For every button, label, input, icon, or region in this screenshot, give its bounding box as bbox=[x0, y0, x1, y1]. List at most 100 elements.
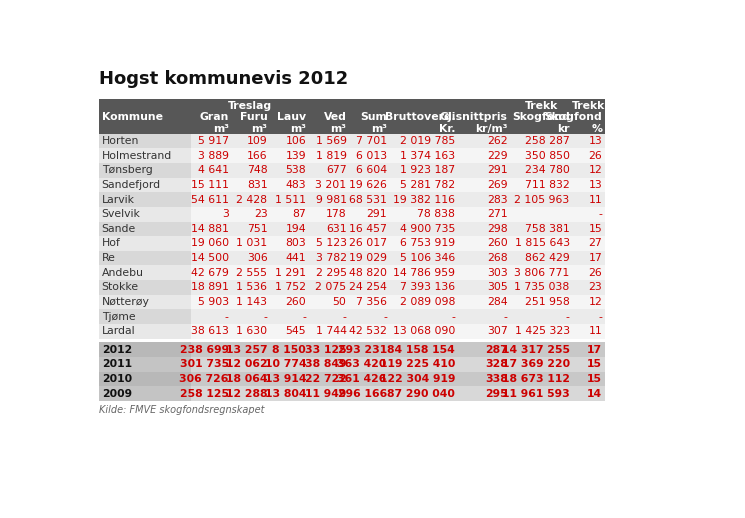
Text: 1 630: 1 630 bbox=[236, 326, 267, 336]
Text: Tønsberg: Tønsberg bbox=[101, 165, 153, 176]
Text: 831: 831 bbox=[247, 180, 267, 190]
Text: 18 673 112: 18 673 112 bbox=[501, 374, 570, 384]
Text: 38 613: 38 613 bbox=[191, 326, 229, 336]
Text: 19 029: 19 029 bbox=[349, 253, 387, 263]
Text: 13 804: 13 804 bbox=[264, 388, 306, 399]
Text: 1 143: 1 143 bbox=[236, 297, 267, 307]
Bar bbox=[99, 342, 191, 357]
Text: 3 806 771: 3 806 771 bbox=[515, 268, 570, 278]
Text: 306 726: 306 726 bbox=[180, 374, 229, 384]
Text: m³: m³ bbox=[331, 124, 346, 134]
Text: Skogfond: Skogfond bbox=[512, 112, 570, 122]
Text: 24 254: 24 254 bbox=[349, 282, 387, 292]
Text: 26: 26 bbox=[589, 151, 602, 161]
Text: 3: 3 bbox=[222, 209, 229, 219]
Text: 27: 27 bbox=[589, 238, 602, 249]
Text: 2 075: 2 075 bbox=[315, 282, 346, 292]
Text: 5 106 346: 5 106 346 bbox=[400, 253, 455, 263]
Text: 229: 229 bbox=[487, 151, 508, 161]
Text: Holmestrand: Holmestrand bbox=[101, 151, 172, 161]
Text: 301 735: 301 735 bbox=[180, 359, 229, 369]
Text: 13: 13 bbox=[589, 180, 602, 190]
Text: 262: 262 bbox=[487, 136, 508, 146]
Bar bbox=[99, 192, 605, 207]
Text: 68 531: 68 531 bbox=[349, 195, 387, 205]
Text: 14 881: 14 881 bbox=[191, 224, 229, 234]
Text: 751: 751 bbox=[247, 224, 267, 234]
Bar bbox=[99, 324, 191, 339]
Text: 19 626: 19 626 bbox=[349, 180, 387, 190]
Text: 361 426: 361 426 bbox=[337, 374, 387, 384]
Text: 42 532: 42 532 bbox=[349, 326, 387, 336]
Text: 251 958: 251 958 bbox=[525, 297, 570, 307]
Text: 1 569: 1 569 bbox=[316, 136, 346, 146]
Text: 18 891: 18 891 bbox=[191, 282, 229, 292]
Text: 328: 328 bbox=[485, 359, 508, 369]
Text: 5 903: 5 903 bbox=[197, 297, 229, 307]
Text: 12 062: 12 062 bbox=[226, 359, 267, 369]
Text: 269: 269 bbox=[487, 180, 508, 190]
Text: 711 832: 711 832 bbox=[525, 180, 570, 190]
Text: Hof: Hof bbox=[101, 238, 121, 249]
Text: 10 774: 10 774 bbox=[264, 359, 306, 369]
Text: 2011: 2011 bbox=[101, 359, 132, 369]
Text: 284: 284 bbox=[487, 297, 508, 307]
Text: 538: 538 bbox=[285, 165, 306, 176]
Text: 307: 307 bbox=[487, 326, 508, 336]
Text: 15: 15 bbox=[587, 374, 602, 384]
Text: 363 420: 363 420 bbox=[337, 359, 387, 369]
Text: 295: 295 bbox=[485, 388, 508, 399]
Text: kr/m³: kr/m³ bbox=[475, 124, 508, 134]
Text: Kr.: Kr. bbox=[439, 124, 455, 134]
Text: 87 290 040: 87 290 040 bbox=[387, 388, 455, 399]
Text: 84 158 154: 84 158 154 bbox=[387, 345, 455, 355]
Text: Sum: Sum bbox=[360, 112, 387, 122]
Bar bbox=[99, 99, 605, 134]
Bar bbox=[99, 324, 605, 339]
Bar bbox=[99, 386, 605, 401]
Bar bbox=[99, 178, 605, 192]
Text: 5 123: 5 123 bbox=[316, 238, 346, 249]
Text: -: - bbox=[598, 312, 602, 322]
Text: 258 287: 258 287 bbox=[525, 136, 570, 146]
Text: Tjøme: Tjøme bbox=[101, 312, 136, 322]
Bar bbox=[99, 309, 605, 324]
Text: 2 105 963: 2 105 963 bbox=[515, 195, 570, 205]
Text: 748: 748 bbox=[247, 165, 267, 176]
Text: 291: 291 bbox=[367, 209, 387, 219]
Bar bbox=[99, 342, 605, 357]
Bar bbox=[99, 222, 191, 236]
Text: 6 753 919: 6 753 919 bbox=[400, 238, 455, 249]
Bar bbox=[99, 372, 605, 386]
Bar bbox=[99, 134, 191, 148]
Text: -: - bbox=[383, 312, 387, 322]
Text: 483: 483 bbox=[285, 180, 306, 190]
Text: 8 150: 8 150 bbox=[273, 345, 306, 355]
Text: 13 914: 13 914 bbox=[264, 374, 306, 384]
Text: -: - bbox=[451, 312, 455, 322]
Text: 350 850: 350 850 bbox=[524, 151, 570, 161]
Text: -: - bbox=[566, 312, 570, 322]
Text: 17 369 220: 17 369 220 bbox=[501, 359, 570, 369]
Text: Sande: Sande bbox=[101, 224, 136, 234]
Text: Andebu: Andebu bbox=[101, 268, 144, 278]
Text: 545: 545 bbox=[285, 326, 306, 336]
Text: Kommune: Kommune bbox=[101, 112, 162, 122]
Text: 2010: 2010 bbox=[101, 374, 132, 384]
Text: 122 304 919: 122 304 919 bbox=[379, 374, 455, 384]
Text: 50: 50 bbox=[333, 297, 346, 307]
Text: 22 722: 22 722 bbox=[305, 374, 346, 384]
Text: 23: 23 bbox=[589, 282, 602, 292]
Text: 3 201: 3 201 bbox=[315, 180, 346, 190]
Text: 12: 12 bbox=[589, 297, 602, 307]
Text: Furu: Furu bbox=[240, 112, 267, 122]
Text: 258 125: 258 125 bbox=[180, 388, 229, 399]
Text: 283: 283 bbox=[487, 195, 508, 205]
Text: 54 611: 54 611 bbox=[191, 195, 229, 205]
Text: Larvik: Larvik bbox=[101, 195, 135, 205]
Text: 293 231: 293 231 bbox=[337, 345, 387, 355]
Text: kr: kr bbox=[557, 124, 570, 134]
Text: 16 457: 16 457 bbox=[349, 224, 387, 234]
Text: -: - bbox=[343, 312, 346, 322]
Text: Lauv: Lauv bbox=[277, 112, 306, 122]
